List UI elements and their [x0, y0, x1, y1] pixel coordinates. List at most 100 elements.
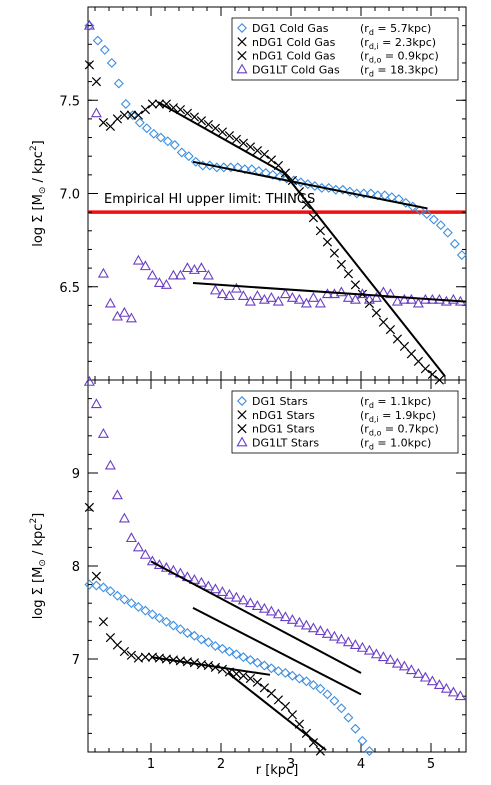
bottom-data-point	[182, 627, 193, 638]
bottom-data-point	[105, 632, 116, 643]
top-data-point	[370, 292, 382, 302]
top-data-point	[322, 237, 333, 247]
top-data-point	[378, 317, 389, 327]
bottom-data-point	[154, 613, 165, 624]
top-legend-name: nDG1 Cold Gas	[252, 36, 336, 49]
bottom-series	[83, 375, 466, 757]
bottom-legend-marker	[236, 436, 248, 447]
top-fit-line	[192, 282, 467, 303]
top-data-point	[91, 76, 102, 87]
top-legend-marker	[237, 50, 247, 61]
top-data-point	[336, 259, 347, 269]
bottom-data-point	[258, 602, 270, 613]
top-data-point	[239, 164, 250, 175]
top-data-point	[225, 162, 236, 173]
bottom-data-point	[175, 624, 186, 635]
top-data-point	[176, 147, 187, 158]
top-data-point	[351, 188, 362, 199]
bottom-legend-name: nDG1 Stars	[252, 409, 315, 422]
bottom-x-tick-label: 4	[357, 757, 365, 772]
bottom-data-point	[196, 634, 207, 645]
top-data-point	[189, 112, 200, 122]
bottom-data-point	[244, 597, 256, 608]
top-data-point	[372, 190, 383, 201]
bottom-data-point	[398, 660, 410, 671]
bottom-legend-radius: (rd,i = 1.9kpc)	[360, 409, 436, 424]
bottom-legend-name: DG1 Stars	[252, 395, 308, 408]
top-data-point	[99, 44, 110, 55]
top-legend-marker	[236, 63, 248, 74]
bottom-data-point	[363, 644, 375, 655]
top-data-point	[252, 145, 263, 156]
bottom-legend-box	[231, 390, 459, 454]
bottom-data-point	[139, 548, 151, 559]
top-data-point	[349, 293, 361, 304]
bottom-x-tick-label: 5	[427, 757, 435, 772]
bottom-legend-radius: (rd,o = 0.7kpc)	[360, 423, 439, 438]
bottom-data-point	[349, 639, 361, 650]
top-data-point	[167, 269, 179, 280]
bottom-data-point	[294, 673, 305, 684]
top-data-point	[146, 269, 158, 280]
top-data-point	[104, 297, 116, 308]
bottom-data-point	[343, 712, 354, 723]
top-data-point	[126, 110, 137, 120]
top-data-point	[134, 117, 145, 128]
bottom-data-point	[91, 580, 102, 591]
bottom-data-point	[265, 605, 277, 616]
top-data-point	[265, 292, 277, 302]
top-data-point	[413, 356, 424, 366]
top-data-point	[125, 312, 137, 323]
top-data-point	[188, 264, 200, 274]
bottom-data-point	[314, 625, 326, 636]
bottom-legend: DG1 Stars (rd = 1.1kpc) nDG1 Stars (rd,i = …	[231, 390, 459, 454]
top-legend-radius: (rd,o = 0.9kpc)	[360, 50, 439, 65]
top-data-point	[358, 188, 369, 199]
bottom-data-point	[364, 746, 375, 757]
top-data-point	[259, 149, 270, 159]
bottom-data-point	[300, 619, 312, 630]
top-data-point	[195, 262, 207, 273]
top-data-point	[84, 60, 95, 70]
top-data-point	[203, 119, 214, 130]
top-legend-radius: (rd = 5.7kpc)	[360, 22, 431, 37]
top-data-point	[421, 209, 432, 219]
bottom-legend-marker	[237, 410, 247, 420]
bottom-data-point	[105, 586, 116, 597]
top-data-point	[371, 308, 382, 318]
bottom-data-point	[433, 679, 445, 689]
top-data-point	[133, 110, 144, 120]
bottom-data-point	[126, 598, 137, 609]
top-data-point	[392, 334, 403, 344]
top-data-point	[350, 280, 361, 290]
top-data-point	[307, 292, 319, 302]
bottom-data-point	[405, 664, 417, 675]
bottom-data-point	[307, 622, 319, 633]
top-data-point	[398, 293, 410, 304]
top-fit-line	[283, 172, 446, 377]
top-data-point	[391, 295, 403, 306]
bottom-data-point	[217, 643, 228, 654]
bottom-data-point	[119, 646, 130, 657]
top-data-point	[223, 290, 235, 301]
bottom-x-tick-label: 2	[217, 757, 225, 772]
top-data-point	[209, 284, 221, 295]
bottom-data-point	[356, 641, 368, 652]
top-data-point	[302, 179, 313, 190]
bottom-ticks: 7 8 9 1 2 3 4 5	[72, 379, 466, 772]
top-data-point	[279, 288, 291, 299]
top-data-point	[118, 306, 130, 317]
top-legend-marker	[237, 23, 247, 33]
top-data-point	[335, 286, 347, 297]
bottom-fit-line	[227, 672, 327, 751]
top-data-point	[231, 134, 242, 145]
top-panel: Empirical HI upper limit: THINGS 6.5 7.0 7…	[29, 6, 467, 385]
top-data-point	[384, 288, 396, 299]
top-data-point	[323, 182, 334, 193]
top-data-point	[120, 99, 131, 109]
top-data-point	[447, 293, 459, 304]
top-data-point	[343, 269, 354, 279]
top-data-point	[330, 184, 341, 195]
bottom-data-point	[357, 735, 368, 746]
top-data-point	[90, 107, 102, 118]
